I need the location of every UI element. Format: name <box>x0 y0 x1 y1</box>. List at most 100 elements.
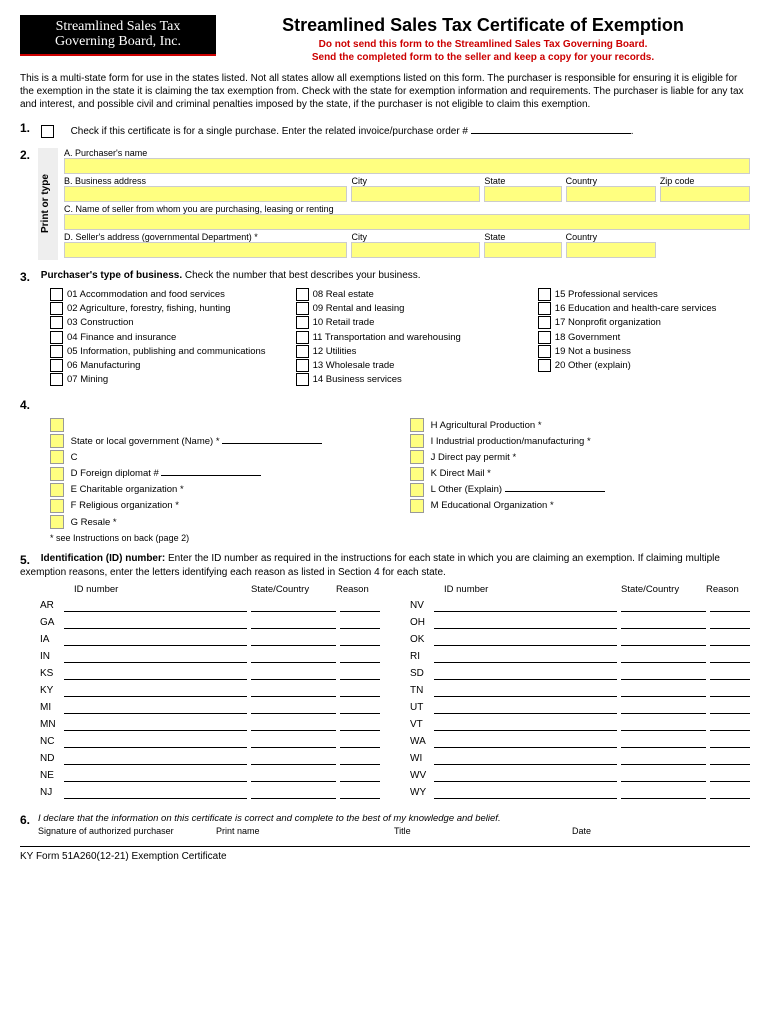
seller-address-field[interactable] <box>64 242 347 258</box>
reason-field[interactable] <box>340 632 380 646</box>
id-number-field[interactable] <box>64 615 247 629</box>
state-country-field[interactable] <box>251 598 336 612</box>
state-country-field[interactable] <box>251 649 336 663</box>
id-number-field[interactable] <box>64 683 247 697</box>
exemption-checkbox[interactable] <box>50 467 64 481</box>
reason-field[interactable] <box>710 700 750 714</box>
state-country-field[interactable] <box>251 666 336 680</box>
state-country-field[interactable] <box>621 666 706 680</box>
id-number-field[interactable] <box>64 751 247 765</box>
exemption-checkbox[interactable] <box>50 483 64 497</box>
state-country-field[interactable] <box>251 615 336 629</box>
state-country-field[interactable] <box>251 751 336 765</box>
reason-field[interactable] <box>340 649 380 663</box>
state-country-field[interactable] <box>621 649 706 663</box>
id-number-field[interactable] <box>64 717 247 731</box>
business-checkbox[interactable] <box>296 288 309 301</box>
state-country-field[interactable] <box>251 700 336 714</box>
id-number-field[interactable] <box>64 734 247 748</box>
exemption-fill-line[interactable] <box>161 475 261 476</box>
state-country-field[interactable] <box>621 683 706 697</box>
business-checkbox[interactable] <box>296 359 309 372</box>
city-field[interactable] <box>351 186 480 202</box>
exemption-checkbox[interactable] <box>410 499 424 513</box>
id-number-field[interactable] <box>434 717 617 731</box>
state-country-field[interactable] <box>251 632 336 646</box>
exemption-checkbox[interactable] <box>410 483 424 497</box>
business-checkbox[interactable] <box>296 316 309 329</box>
id-number-field[interactable] <box>434 734 617 748</box>
business-checkbox[interactable] <box>296 302 309 315</box>
exemption-checkbox[interactable] <box>50 499 64 513</box>
id-number-field[interactable] <box>64 768 247 782</box>
reason-field[interactable] <box>710 649 750 663</box>
id-number-field[interactable] <box>64 632 247 646</box>
reason-field[interactable] <box>340 734 380 748</box>
id-number-field[interactable] <box>434 768 617 782</box>
state-country-field[interactable] <box>251 734 336 748</box>
id-number-field[interactable] <box>434 649 617 663</box>
id-number-field[interactable] <box>64 700 247 714</box>
reason-field[interactable] <box>710 734 750 748</box>
exemption-checkbox[interactable] <box>50 515 64 529</box>
business-checkbox[interactable] <box>50 288 63 301</box>
invoice-number-field[interactable] <box>471 121 631 134</box>
id-number-field[interactable] <box>64 598 247 612</box>
state-country-field[interactable] <box>621 734 706 748</box>
reason-field[interactable] <box>340 683 380 697</box>
exemption-checkbox[interactable] <box>50 450 64 464</box>
state-country-field[interactable] <box>621 785 706 799</box>
purchaser-name-field[interactable] <box>64 158 750 174</box>
exemption-fill-line[interactable] <box>222 443 322 444</box>
state-country-field[interactable] <box>621 751 706 765</box>
business-checkbox[interactable] <box>296 373 309 386</box>
business-checkbox[interactable] <box>50 316 63 329</box>
state-field[interactable] <box>484 186 561 202</box>
reason-field[interactable] <box>710 785 750 799</box>
reason-field[interactable] <box>340 598 380 612</box>
business-address-field[interactable] <box>64 186 347 202</box>
exemption-checkbox[interactable] <box>50 418 64 432</box>
exemption-checkbox[interactable] <box>50 434 64 448</box>
reason-field[interactable] <box>340 751 380 765</box>
id-number-field[interactable] <box>434 785 617 799</box>
id-number-field[interactable] <box>434 751 617 765</box>
state-country-field[interactable] <box>251 683 336 697</box>
business-checkbox[interactable] <box>50 345 63 358</box>
id-number-field[interactable] <box>434 666 617 680</box>
state-country-field[interactable] <box>621 717 706 731</box>
id-number-field[interactable] <box>64 666 247 680</box>
state-country-field[interactable] <box>621 700 706 714</box>
state-country-field[interactable] <box>251 717 336 731</box>
business-checkbox[interactable] <box>538 302 551 315</box>
business-checkbox[interactable] <box>50 373 63 386</box>
id-number-field[interactable] <box>434 700 617 714</box>
exemption-checkbox[interactable] <box>410 467 424 481</box>
exemption-checkbox[interactable] <box>410 450 424 464</box>
state-country-field[interactable] <box>251 768 336 782</box>
id-number-field[interactable] <box>434 615 617 629</box>
reason-field[interactable] <box>710 683 750 697</box>
reason-field[interactable] <box>710 768 750 782</box>
business-checkbox[interactable] <box>296 331 309 344</box>
id-number-field[interactable] <box>434 683 617 697</box>
reason-field[interactable] <box>340 785 380 799</box>
exemption-checkbox[interactable] <box>410 434 424 448</box>
zip-field[interactable] <box>660 186 750 202</box>
reason-field[interactable] <box>340 615 380 629</box>
reason-field[interactable] <box>710 598 750 612</box>
reason-field[interactable] <box>340 700 380 714</box>
country-field[interactable] <box>566 186 656 202</box>
business-checkbox[interactable] <box>538 316 551 329</box>
state-country-field[interactable] <box>621 598 706 612</box>
seller-country-field[interactable] <box>566 242 656 258</box>
reason-field[interactable] <box>340 666 380 680</box>
reason-field[interactable] <box>710 615 750 629</box>
id-number-field[interactable] <box>64 649 247 663</box>
business-checkbox[interactable] <box>538 288 551 301</box>
single-purchase-checkbox[interactable] <box>41 125 54 138</box>
seller-name-field[interactable] <box>64 214 750 230</box>
state-country-field[interactable] <box>621 632 706 646</box>
id-number-field[interactable] <box>64 785 247 799</box>
exemption-checkbox[interactable] <box>410 418 424 432</box>
